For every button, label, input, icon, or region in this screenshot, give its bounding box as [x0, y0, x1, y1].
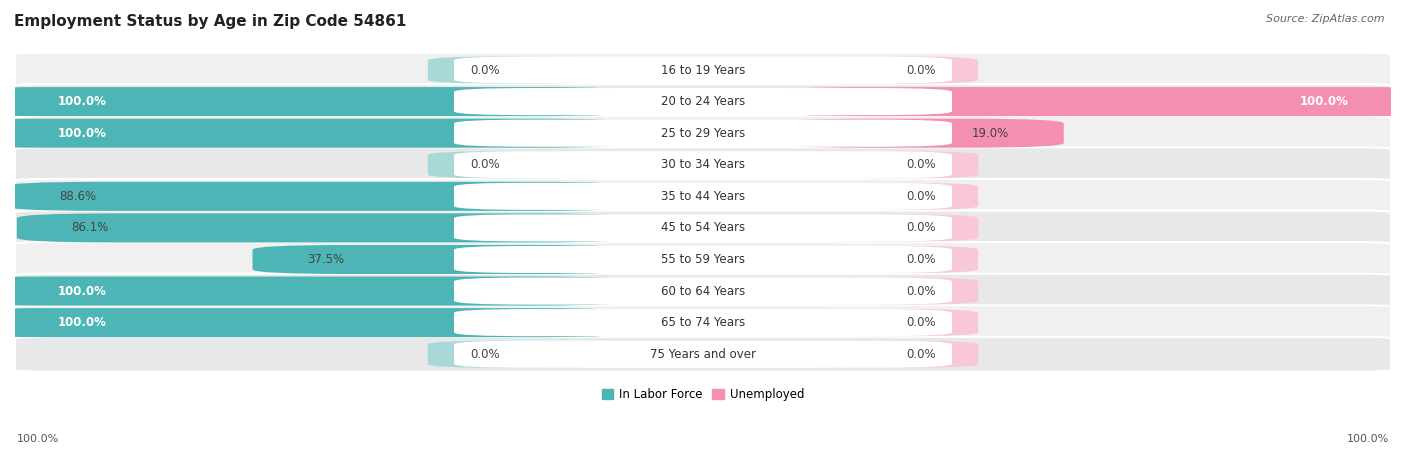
FancyBboxPatch shape	[454, 88, 952, 115]
Text: 0.0%: 0.0%	[470, 64, 501, 77]
FancyBboxPatch shape	[454, 246, 952, 273]
FancyBboxPatch shape	[794, 277, 979, 304]
FancyBboxPatch shape	[775, 119, 1064, 148]
Text: 65 to 74 Years: 65 to 74 Years	[661, 316, 745, 329]
Text: 0.0%: 0.0%	[905, 348, 936, 361]
Text: 0.0%: 0.0%	[905, 221, 936, 235]
FancyBboxPatch shape	[17, 213, 631, 243]
Text: 0.0%: 0.0%	[905, 64, 936, 77]
Text: 100.0%: 100.0%	[58, 285, 107, 298]
FancyBboxPatch shape	[454, 120, 952, 147]
Text: 30 to 34 Years: 30 to 34 Years	[661, 158, 745, 171]
Text: 25 to 29 Years: 25 to 29 Years	[661, 127, 745, 140]
Text: Source: ZipAtlas.com: Source: ZipAtlas.com	[1267, 14, 1385, 23]
FancyBboxPatch shape	[794, 341, 979, 368]
FancyBboxPatch shape	[15, 274, 1391, 308]
Text: 0.0%: 0.0%	[470, 348, 501, 361]
FancyBboxPatch shape	[15, 116, 1391, 151]
FancyBboxPatch shape	[794, 151, 979, 178]
Text: 0.0%: 0.0%	[905, 158, 936, 171]
Text: 35 to 44 Years: 35 to 44 Years	[661, 190, 745, 203]
Text: 100.0%: 100.0%	[1347, 434, 1389, 444]
FancyBboxPatch shape	[794, 309, 979, 336]
Text: 60 to 64 Years: 60 to 64 Years	[661, 285, 745, 298]
FancyBboxPatch shape	[0, 119, 631, 148]
FancyBboxPatch shape	[15, 305, 1391, 340]
Text: 16 to 19 Years: 16 to 19 Years	[661, 64, 745, 77]
FancyBboxPatch shape	[0, 308, 631, 337]
FancyBboxPatch shape	[454, 214, 952, 241]
Text: 45 to 54 Years: 45 to 54 Years	[661, 221, 745, 235]
Legend: In Labor Force, Unemployed: In Labor Force, Unemployed	[598, 383, 808, 406]
Text: 20 to 24 Years: 20 to 24 Years	[661, 95, 745, 108]
FancyBboxPatch shape	[454, 309, 952, 336]
FancyBboxPatch shape	[15, 147, 1391, 182]
Text: 88.6%: 88.6%	[59, 190, 97, 203]
FancyBboxPatch shape	[15, 242, 1391, 277]
FancyBboxPatch shape	[454, 151, 952, 178]
Text: 19.0%: 19.0%	[972, 127, 1010, 140]
Text: Employment Status by Age in Zip Code 54861: Employment Status by Age in Zip Code 548…	[14, 14, 406, 28]
FancyBboxPatch shape	[4, 182, 631, 211]
Text: 75 Years and over: 75 Years and over	[650, 348, 756, 361]
Text: 86.1%: 86.1%	[72, 221, 108, 235]
FancyBboxPatch shape	[775, 87, 1406, 116]
FancyBboxPatch shape	[15, 179, 1391, 214]
FancyBboxPatch shape	[427, 56, 612, 83]
FancyBboxPatch shape	[0, 276, 631, 306]
FancyBboxPatch shape	[794, 56, 979, 83]
FancyBboxPatch shape	[794, 183, 979, 210]
Text: 0.0%: 0.0%	[905, 285, 936, 298]
Text: 100.0%: 100.0%	[58, 316, 107, 329]
FancyBboxPatch shape	[454, 277, 952, 304]
FancyBboxPatch shape	[15, 53, 1391, 87]
FancyBboxPatch shape	[253, 245, 631, 274]
Text: 0.0%: 0.0%	[905, 253, 936, 266]
Text: 37.5%: 37.5%	[307, 253, 344, 266]
Text: 0.0%: 0.0%	[905, 190, 936, 203]
Text: 100.0%: 100.0%	[1299, 95, 1348, 108]
FancyBboxPatch shape	[427, 341, 612, 368]
FancyBboxPatch shape	[15, 84, 1391, 119]
FancyBboxPatch shape	[794, 246, 979, 273]
FancyBboxPatch shape	[427, 151, 612, 178]
FancyBboxPatch shape	[0, 87, 631, 116]
FancyBboxPatch shape	[454, 56, 952, 83]
Text: 100.0%: 100.0%	[58, 127, 107, 140]
Text: 0.0%: 0.0%	[905, 316, 936, 329]
Text: 0.0%: 0.0%	[470, 158, 501, 171]
Text: 100.0%: 100.0%	[17, 434, 59, 444]
FancyBboxPatch shape	[794, 214, 979, 241]
FancyBboxPatch shape	[15, 337, 1391, 372]
FancyBboxPatch shape	[454, 341, 952, 368]
FancyBboxPatch shape	[454, 183, 952, 210]
Text: 100.0%: 100.0%	[58, 95, 107, 108]
FancyBboxPatch shape	[15, 211, 1391, 245]
Text: 55 to 59 Years: 55 to 59 Years	[661, 253, 745, 266]
